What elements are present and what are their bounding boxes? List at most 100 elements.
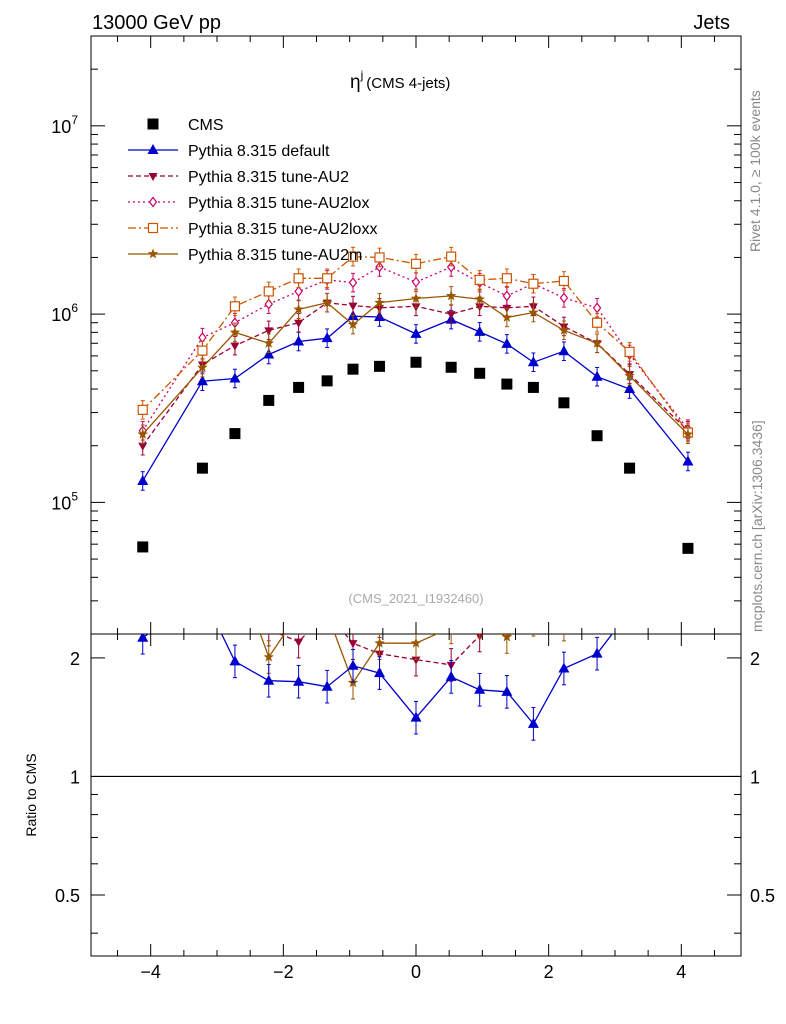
ratio-y-tick-label-right: 2 [750, 649, 760, 669]
legend-item: Pythia 8.315 tune-AU2m [128, 247, 362, 264]
x-tick-label: −2 [273, 962, 294, 982]
data-point [347, 251, 359, 262]
ratio-point [559, 517, 568, 526]
ratio-y-tick-label: 1 [70, 767, 80, 787]
data-point [501, 273, 512, 284]
ratio-point [476, 582, 483, 591]
series-pythia-8-315-tune-au2loxx [137, 246, 694, 443]
ratio-point [139, 531, 146, 540]
ratio-point [527, 717, 539, 728]
y-tick-label: 107 [51, 113, 78, 137]
data-point [410, 327, 422, 338]
data-point [591, 337, 603, 348]
ratio-point [446, 622, 457, 632]
ratio-point [529, 555, 538, 564]
data-point [263, 286, 274, 297]
data-point [294, 285, 303, 297]
data-point [322, 273, 333, 284]
ratio-point [682, 588, 693, 598]
ratio-point [474, 683, 486, 694]
x-tick-label: 2 [544, 962, 554, 982]
data-point [446, 261, 456, 273]
data-point [229, 372, 241, 383]
ratio-point [683, 531, 692, 540]
ratio-point [374, 667, 386, 678]
header-jets: Jets [693, 12, 730, 34]
legend-marker [148, 173, 158, 181]
data-point [558, 397, 570, 409]
ratio-point [625, 577, 634, 585]
legend: CMS Pythia 8.315 default Pythia 8.315 tune… [128, 117, 377, 264]
main-series [137, 246, 694, 554]
data-point [197, 362, 208, 372]
legend-label: CMS [188, 117, 224, 134]
series-pythia-8-315-tune-au2 [138, 292, 693, 456]
ratio-line [143, 491, 688, 581]
data-point [411, 276, 421, 288]
ratio-point [624, 577, 635, 587]
ratio-point [348, 537, 357, 546]
data-point [591, 370, 603, 381]
data-point [559, 292, 569, 304]
data-point [321, 297, 333, 308]
data-point [474, 274, 485, 285]
ratio-point [530, 555, 537, 564]
ratio-pythia-8-315-default [137, 588, 693, 741]
ratio-point [683, 534, 694, 544]
legend-item: Pythia 8.315 default [128, 143, 330, 160]
ratio-point [230, 591, 239, 599]
analysis-id: (CMS_2021_I1932460) [348, 591, 483, 606]
data-point [197, 345, 208, 356]
ratio-point [445, 670, 457, 681]
ratio-point [294, 638, 304, 647]
ratio-frame [90, 633, 742, 957]
data-point [293, 273, 304, 284]
data-point [445, 361, 457, 373]
data-point [229, 428, 241, 440]
data-point [502, 290, 512, 302]
data-point [347, 319, 359, 329]
data-point [527, 356, 539, 367]
ratio-point [324, 561, 331, 570]
data-point [348, 277, 358, 289]
data-point [624, 462, 636, 474]
y-tick-label: 105 [51, 489, 78, 513]
ratio-point [593, 535, 602, 544]
legend-marker [147, 222, 159, 234]
legend-label: Pythia 8.315 tune-AU2 [188, 169, 349, 186]
ratio-point [528, 614, 538, 624]
ratio-point [347, 659, 359, 670]
data-point [264, 298, 274, 310]
ratio-point [448, 562, 455, 571]
ratio-point [447, 541, 456, 550]
data-point [558, 275, 570, 287]
data-point [682, 542, 694, 554]
ratio-axis-label: Ratio to CMS [23, 753, 39, 836]
data-point [446, 311, 456, 320]
data-point [528, 278, 539, 289]
data-point [137, 541, 149, 553]
data-point [591, 317, 603, 328]
ratio-point [293, 608, 303, 618]
ratio-point [230, 559, 241, 569]
data-point [374, 360, 386, 372]
data-point [374, 252, 385, 263]
data-point [558, 324, 570, 335]
series-pythia-8-315-tune-au2m [137, 286, 694, 445]
data-point [624, 346, 635, 357]
data-point [410, 356, 422, 368]
ratio-point [323, 558, 332, 567]
data-point [321, 332, 333, 343]
data-point [347, 363, 359, 375]
legend-marker [148, 196, 158, 208]
data-point [293, 303, 304, 314]
ratio-point [501, 634, 513, 642]
data-point [624, 383, 636, 394]
data-point [294, 319, 304, 328]
ratio-point [293, 675, 305, 686]
ratio-point [137, 634, 149, 642]
data-point [527, 381, 539, 393]
data-point [410, 258, 422, 269]
data-point [138, 442, 148, 451]
